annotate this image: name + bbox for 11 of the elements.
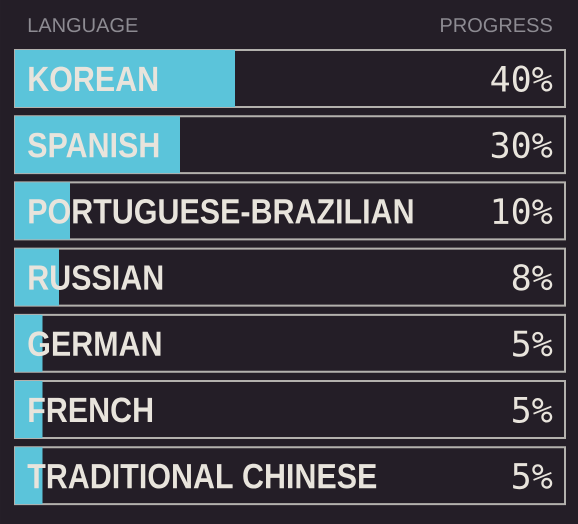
data-label: 5% xyxy=(513,463,552,490)
data-label: 10% xyxy=(494,198,552,224)
y-tick-label: KOREAN xyxy=(29,66,158,92)
data-label: 8% xyxy=(512,264,552,291)
data-label: 30% xyxy=(492,132,552,158)
data-label: 40% xyxy=(491,66,552,92)
data-label: 5% xyxy=(513,396,552,423)
y-axis-title: LANGUAGE xyxy=(28,18,138,32)
data-label: 5% xyxy=(513,330,552,357)
y-tick-label: SPANISH xyxy=(28,132,158,158)
x-axis-title: PROGRESS xyxy=(441,18,552,32)
